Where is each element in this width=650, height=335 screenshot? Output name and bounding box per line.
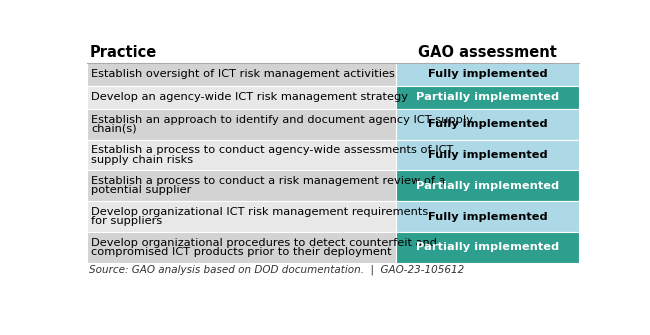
Bar	[396, 201, 578, 232]
Text: potential supplier: potential supplier	[91, 185, 192, 195]
Text: Practice: Practice	[90, 45, 157, 60]
Text: Partially implemented: Partially implemented	[416, 92, 559, 102]
Text: Partially implemented: Partially implemented	[416, 181, 559, 191]
Bar	[396, 170, 578, 201]
Bar	[396, 140, 578, 170]
Text: Establish a process to conduct a risk management review of a: Establish a process to conduct a risk ma…	[91, 176, 446, 186]
Text: Partially implemented: Partially implemented	[416, 242, 559, 252]
Text: for suppliers: for suppliers	[91, 216, 162, 226]
Bar	[88, 170, 396, 201]
Text: Establish an approach to identify and document agency ICT supply: Establish an approach to identify and do…	[91, 115, 473, 125]
Text: Fully implemented: Fully implemented	[428, 69, 547, 79]
Text: supply chain risks: supply chain risks	[91, 154, 194, 164]
Text: Develop an agency-wide ICT risk management strategy: Develop an agency-wide ICT risk manageme…	[91, 92, 408, 102]
Bar	[88, 63, 396, 86]
Bar	[88, 42, 578, 63]
Bar	[88, 201, 396, 232]
Bar	[88, 232, 396, 263]
Bar	[396, 86, 578, 109]
Text: Establish oversight of ICT risk management activities: Establish oversight of ICT risk manageme…	[91, 69, 395, 79]
Text: chain(s): chain(s)	[91, 124, 137, 134]
Text: GAO assessment: GAO assessment	[418, 45, 557, 60]
Text: Develop organizational ICT risk management requirements: Develop organizational ICT risk manageme…	[91, 207, 428, 217]
Bar	[396, 232, 578, 263]
Text: Fully implemented: Fully implemented	[428, 211, 547, 221]
Bar	[88, 86, 396, 109]
Text: Develop organizational procedures to detect counterfeit and: Develop organizational procedures to det…	[91, 238, 437, 248]
Text: Establish a process to conduct agency-wide assessments of ICT: Establish a process to conduct agency-wi…	[91, 145, 454, 155]
Bar	[396, 109, 578, 140]
Text: Fully implemented: Fully implemented	[428, 119, 547, 129]
Bar	[396, 63, 578, 86]
Bar	[88, 140, 396, 170]
Bar	[88, 109, 396, 140]
Text: compromised ICT products prior to their deployment: compromised ICT products prior to their …	[91, 247, 392, 257]
Text: Source: GAO analysis based on DOD documentation.  |  GAO-23-105612: Source: GAO analysis based on DOD docume…	[89, 264, 464, 275]
Text: Fully implemented: Fully implemented	[428, 150, 547, 160]
